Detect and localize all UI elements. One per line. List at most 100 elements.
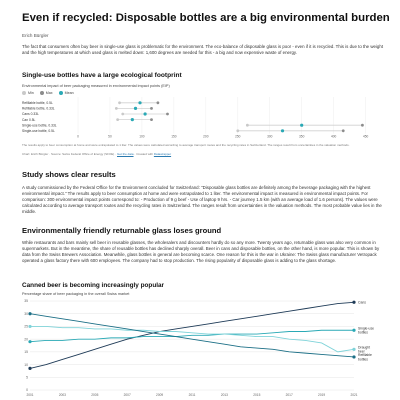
max-dot bbox=[150, 118, 153, 121]
min-dot bbox=[245, 123, 249, 127]
series-line bbox=[29, 329, 354, 343]
min-dot bbox=[236, 129, 240, 133]
category-label: Refillable bottle, 0.5L bbox=[22, 101, 53, 105]
series-end-label: bottles bbox=[358, 357, 368, 361]
mean-dot bbox=[130, 118, 134, 122]
legend-label: Max bbox=[45, 91, 53, 95]
x-tick-label: 300 bbox=[267, 135, 273, 139]
section1-body: A study commissioned by the Federal Offi… bbox=[22, 185, 382, 215]
x-tick-label: 2005 bbox=[91, 393, 98, 397]
x-tick-label: 250 bbox=[235, 135, 241, 139]
chart1-range-dot-plot: 0 50 100 150 200 250 300 350 400 450 Refillable bo… bbox=[22, 97, 369, 139]
series-start-dot bbox=[28, 324, 32, 329]
category-label: Can 0.5L bbox=[22, 118, 36, 122]
article-title: Even if recycled: Disposable bottles are… bbox=[22, 12, 390, 24]
x-tick-label: 2007 bbox=[124, 393, 131, 397]
chart2-subtitle: Percentage share of beer packaging in th… bbox=[22, 292, 130, 296]
max-dot bbox=[156, 101, 160, 105]
section2-heading: Environmentally friendly returnable glas… bbox=[22, 226, 222, 235]
source-suffix: · Created with bbox=[134, 152, 154, 156]
x-tick-label: 2013 bbox=[221, 393, 228, 397]
y-tick-label: 25 bbox=[24, 325, 28, 329]
category-label: Refillable bottle, 0.33L bbox=[22, 107, 55, 111]
max-dot bbox=[150, 107, 153, 110]
section1-heading: Study shows clear results bbox=[22, 170, 116, 179]
x-tick-label: 2001 bbox=[26, 393, 33, 397]
series-end-dot bbox=[352, 328, 356, 332]
x-tick-label: 100 bbox=[139, 135, 145, 139]
legend-item-max: Max bbox=[39, 91, 53, 95]
chart1-source: Chart: Erich Bürgler · Source: Swiss Fed… bbox=[22, 152, 171, 156]
chart1-subtitle: Environmental impact of beer packaging m… bbox=[22, 84, 170, 88]
y-tick-label: 10 bbox=[24, 363, 28, 367]
y-tick-label: 5 bbox=[26, 375, 28, 379]
series-line bbox=[29, 313, 355, 358]
x-tick-label: 150 bbox=[171, 135, 177, 139]
series-end-label: Single-use bbox=[358, 326, 374, 330]
x-tick-label: 2003 bbox=[59, 393, 66, 397]
legend-item-mean: Mean bbox=[58, 91, 74, 95]
series-line bbox=[30, 325, 355, 353]
series-line bbox=[29, 301, 355, 369]
x-tick-label: 2015 bbox=[253, 393, 260, 397]
series-end-label: beer bbox=[358, 350, 366, 354]
author-byline: Erich Bürgler bbox=[22, 33, 49, 38]
legend-swatch bbox=[39, 91, 44, 95]
y-tick-label: 15 bbox=[24, 350, 28, 354]
mean-dot bbox=[280, 129, 285, 133]
datawrapper-link[interactable]: Datawrapper bbox=[153, 152, 172, 156]
min-dot bbox=[118, 101, 121, 105]
series-start-dot bbox=[28, 340, 32, 344]
y-tick-label: 35 bbox=[24, 299, 28, 303]
section2-body: While restaurants and bars mainly sell b… bbox=[22, 240, 380, 264]
mean-dot bbox=[133, 106, 138, 110]
legend-label: Mean bbox=[64, 91, 74, 95]
chart1-legend: Min Max Mean bbox=[22, 91, 74, 95]
min-dot bbox=[116, 118, 120, 121]
series-end-dot bbox=[352, 355, 356, 359]
chart1-heading: Single-use bottles have a large ecologic… bbox=[22, 72, 182, 79]
min-dot bbox=[121, 112, 125, 116]
y-tick-label: 30 bbox=[24, 312, 28, 316]
category-label: Cans 0.33L bbox=[22, 112, 39, 116]
x-tick-label: 2009 bbox=[156, 393, 163, 397]
legend-swatch bbox=[22, 91, 26, 95]
mean-dot bbox=[138, 101, 142, 105]
min-dot bbox=[114, 107, 118, 110]
mean-dot bbox=[300, 123, 304, 127]
series-end-label: Refillable bbox=[358, 353, 372, 357]
series-end-label: Draught bbox=[358, 346, 370, 350]
source-text: Chart: Erich Bürgler · Source: Swiss Fed… bbox=[22, 152, 117, 156]
mean-dot bbox=[143, 112, 147, 116]
max-dot bbox=[341, 129, 345, 133]
chart2-line-chart: 0 5 10 15 20 25 30 35 2001 2003 2005 2007 2009 2011 20… bbox=[24, 299, 374, 397]
x-tick-label: 0 bbox=[77, 135, 79, 139]
x-tick-label: 400 bbox=[331, 135, 337, 139]
x-tick-label: 200 bbox=[203, 135, 209, 139]
x-tick-label: 2017 bbox=[286, 393, 293, 397]
y-tick-label: 0 bbox=[26, 388, 28, 392]
legend-swatch bbox=[58, 91, 63, 95]
series-end-label: Cans bbox=[358, 300, 366, 304]
series-end-dot bbox=[352, 347, 356, 351]
chart2-heading: Canned beer is becoming increasingly pop… bbox=[22, 282, 165, 289]
chart1-note: The results apply to beer consumption at… bbox=[22, 143, 350, 147]
x-tick-label: 350 bbox=[299, 135, 305, 139]
series-end-label: bottles bbox=[358, 331, 368, 335]
legend-label: Min bbox=[28, 91, 34, 95]
y-tick-label: 20 bbox=[24, 337, 28, 341]
x-tick-label: 2021 bbox=[350, 393, 357, 397]
intro-paragraph: The fact that consumers often buy beer i… bbox=[22, 44, 384, 56]
x-tick-label: 450 bbox=[363, 135, 369, 139]
category-label: Single-use bottle, 0.33L bbox=[22, 123, 57, 127]
category-label: Single-use bottle, 0.5L bbox=[22, 129, 55, 133]
get-data-link[interactable]: Get the data bbox=[117, 152, 134, 156]
series-end-dot bbox=[352, 300, 356, 304]
x-tick-label: 50 bbox=[108, 135, 112, 139]
legend-item-min: Min bbox=[22, 91, 34, 95]
x-tick-label: 2011 bbox=[189, 393, 196, 397]
x-tick-label: 2019 bbox=[318, 393, 325, 397]
max-dot bbox=[166, 112, 169, 116]
max-dot bbox=[361, 123, 364, 127]
series-start-dot bbox=[28, 312, 32, 316]
